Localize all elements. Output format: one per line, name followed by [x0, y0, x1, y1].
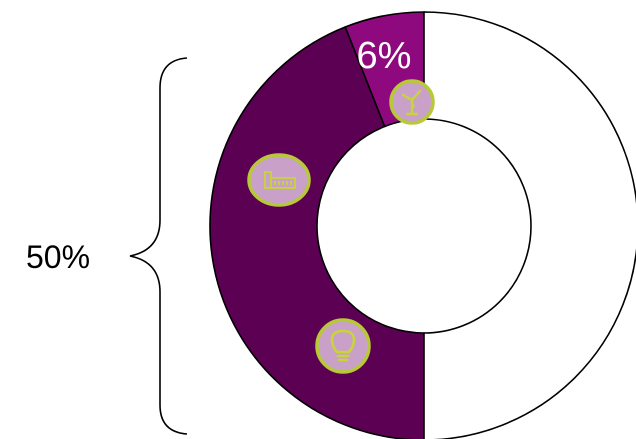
donut-segment-3 — [423, 11, 636, 439]
segment-percentage-label: 6% — [357, 35, 412, 77]
wind-turbine-icon — [389, 79, 435, 125]
factory-icon — [247, 153, 311, 207]
donut-segment-2 — [209, 25, 425, 439]
brace-bracket — [129, 57, 188, 435]
donut-segments — [209, 11, 636, 439]
bracket-percentage-label: 50% — [26, 239, 90, 275]
lightbulb-icon — [315, 318, 371, 374]
